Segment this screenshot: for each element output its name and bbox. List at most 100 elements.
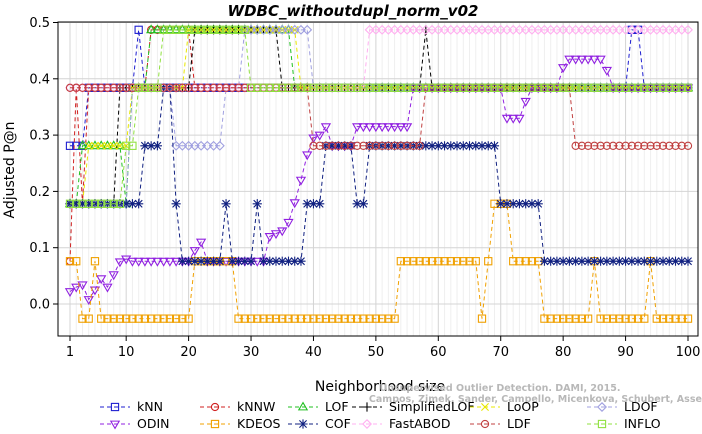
data-point <box>484 83 493 92</box>
data-point <box>384 314 393 323</box>
data-point <box>665 314 674 323</box>
legend-label: LDOF <box>624 399 658 414</box>
x-tick-label: 50 <box>368 345 385 360</box>
data-point <box>340 83 349 92</box>
data-point <box>496 83 505 92</box>
data-point <box>608 83 618 92</box>
data-point <box>72 257 81 266</box>
data-point <box>103 141 112 150</box>
x-axis-label: Neighborhood size <box>315 379 445 395</box>
data-point <box>677 314 686 323</box>
data-point <box>315 141 324 150</box>
data-point <box>602 256 612 266</box>
data-point <box>583 83 593 92</box>
data-point <box>121 255 132 265</box>
data-point <box>577 314 587 323</box>
data-point <box>633 83 643 92</box>
legend-label: SimplifiedLOF <box>389 399 475 414</box>
legend-marker <box>110 402 120 412</box>
data-point <box>190 25 199 34</box>
data-point <box>576 55 588 65</box>
data-point <box>602 141 611 150</box>
data-point <box>365 314 374 323</box>
x-tick-label: 1 <box>66 345 74 360</box>
data-point <box>459 257 468 266</box>
data-point <box>340 141 350 151</box>
data-point <box>240 314 249 323</box>
data-point <box>296 83 306 92</box>
data-point <box>77 199 88 209</box>
data-point <box>264 233 275 242</box>
data-point <box>608 256 618 266</box>
x-tick-label: 10 <box>118 345 135 360</box>
legend-marker <box>297 401 309 411</box>
data-point <box>427 257 437 266</box>
data-point <box>128 83 137 92</box>
data-point <box>602 83 611 92</box>
data-point <box>114 258 126 268</box>
data-point <box>677 83 686 92</box>
legend-marker <box>298 419 308 429</box>
data-point <box>122 314 131 323</box>
data-point <box>127 257 138 267</box>
data-point <box>240 25 249 34</box>
data-point <box>295 176 307 186</box>
data-point <box>683 83 693 92</box>
data-point <box>334 141 343 150</box>
data-point <box>145 257 157 267</box>
data-point <box>97 83 106 92</box>
data-point <box>614 256 624 266</box>
data-point <box>140 314 150 323</box>
data-point <box>384 83 393 92</box>
data-point <box>590 141 599 150</box>
data-point <box>214 140 225 151</box>
data-point <box>127 199 138 209</box>
data-point <box>540 314 549 323</box>
legend-item-ldf: LDF <box>470 416 531 431</box>
data-point <box>89 286 101 296</box>
data-point <box>415 257 424 266</box>
data-point <box>328 314 337 323</box>
watermark-line-2: Unsupervised Outlier Detection. DAMI, 20… <box>380 383 621 394</box>
data-point <box>596 314 605 323</box>
data-point <box>159 83 168 92</box>
data-point <box>402 83 412 92</box>
data-point <box>290 314 299 323</box>
data-point <box>346 314 356 323</box>
data-point <box>353 83 362 92</box>
data-point <box>265 256 275 266</box>
data-point <box>71 199 81 209</box>
legend-marker <box>597 419 607 429</box>
data-point <box>521 199 531 209</box>
data-point <box>140 83 150 92</box>
data-point <box>434 257 443 266</box>
data-point <box>558 256 568 266</box>
data-point <box>77 140 88 150</box>
data-point <box>621 83 630 92</box>
data-point <box>259 83 268 92</box>
data-point <box>640 83 649 92</box>
data-point <box>577 141 587 150</box>
data-point <box>340 141 349 150</box>
data-point <box>571 256 581 266</box>
data-point <box>134 83 143 92</box>
y-axis-label: Adjusted P@n <box>2 121 18 218</box>
data-point <box>508 114 519 124</box>
data-point <box>271 314 281 323</box>
data-point <box>377 141 387 150</box>
data-point <box>409 141 418 150</box>
data-point <box>565 83 574 92</box>
legend-marker <box>210 419 220 429</box>
data-point <box>221 83 231 92</box>
data-point <box>203 83 212 92</box>
legend-marker <box>481 403 489 411</box>
data-point <box>145 24 157 34</box>
data-point <box>102 283 113 293</box>
data-point <box>159 314 168 323</box>
data-point <box>615 314 624 323</box>
data-point <box>557 64 569 74</box>
data-point <box>147 314 156 323</box>
data-point <box>234 314 243 323</box>
data-point <box>353 141 362 150</box>
data-point <box>351 123 363 133</box>
